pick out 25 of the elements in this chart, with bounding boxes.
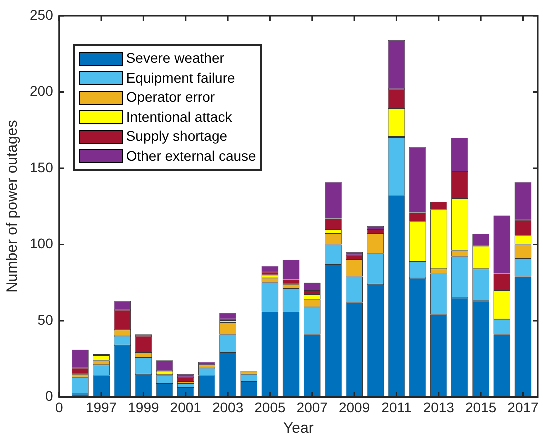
y-tick-label: 250 (30, 6, 54, 23)
legend-label: Intentional attack (126, 108, 232, 126)
x-tick-label: 2001 (170, 399, 202, 416)
y-axis-title: Number of power outages (4, 120, 22, 293)
y-tick-label: 150 (30, 159, 54, 176)
legend-label: Operator error (126, 88, 216, 107)
legend-label: Severe weather (126, 49, 224, 68)
legend-label: Equipment failure (126, 68, 236, 88)
x-axis-title: Year (284, 420, 314, 438)
y-tick-label: 200 (30, 83, 54, 100)
y-tick-label: 50 (38, 312, 54, 328)
legend-label: Other external cause (126, 146, 256, 166)
x-tick-label: 2015 (465, 399, 497, 416)
x-tick-label: 2005 (254, 399, 286, 416)
x-tick-label: 2013 (423, 399, 455, 416)
y-tick-label: 100 (30, 236, 54, 252)
y-tick-label: 0 (46, 388, 54, 404)
x-tick-label: 2003 (212, 399, 244, 416)
x-tick-label: 2007 (296, 399, 328, 416)
x-tick-label: 1997 (86, 399, 118, 416)
x-tick-label: 1999 (128, 399, 160, 416)
x-tick-label: 2009 (338, 399, 370, 416)
x-tick-label: 2011 (382, 399, 412, 416)
legend-label: Supply shortage (126, 127, 228, 146)
x-tick-label: 2017 (508, 399, 540, 416)
